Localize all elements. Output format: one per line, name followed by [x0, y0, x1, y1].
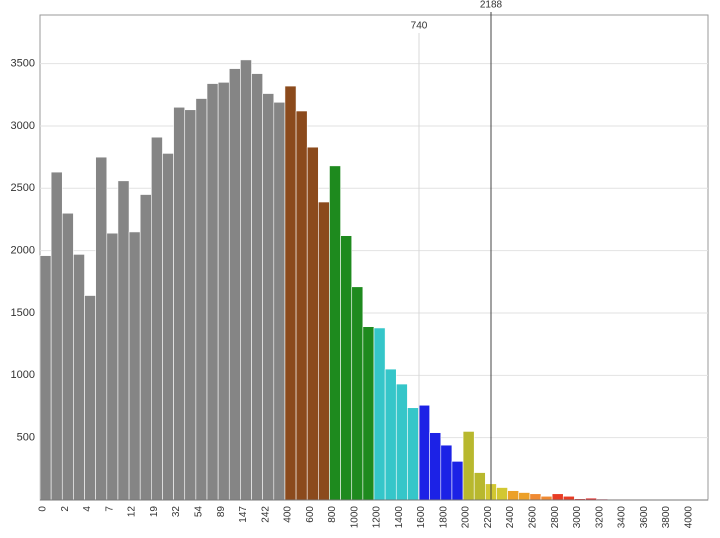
x-tick-label: 3000 — [572, 506, 583, 529]
x-tick-label: 1600 — [416, 506, 427, 529]
bar — [329, 165, 341, 501]
bar — [84, 295, 96, 501]
bar — [251, 73, 263, 501]
x-tick-label: 600 — [305, 506, 316, 523]
bar — [273, 101, 286, 501]
x-tick-label: 147 — [238, 506, 249, 523]
bar — [151, 136, 163, 501]
bar — [318, 201, 330, 501]
bar — [562, 495, 575, 501]
bar — [407, 407, 419, 501]
x-tick-label: 19 — [149, 506, 160, 518]
bar — [451, 461, 464, 501]
bar — [50, 171, 63, 501]
x-tick-label: 242 — [260, 506, 271, 523]
x-tick-label: 1400 — [394, 506, 405, 529]
y-tick-label: 3000 — [11, 120, 35, 132]
annotation-label: 740 — [411, 21, 428, 32]
y-tick-label: 2000 — [11, 245, 35, 257]
x-tick-label: 3600 — [639, 506, 650, 529]
x-tick-label: 800 — [327, 506, 338, 523]
x-tick-label: 4 — [82, 506, 93, 512]
x-tick-label: 0 — [38, 506, 49, 512]
bar — [418, 404, 430, 501]
bar — [217, 82, 230, 501]
bar — [39, 255, 52, 501]
bar — [351, 286, 364, 501]
x-tick-label: 89 — [216, 506, 227, 518]
bar — [340, 235, 353, 501]
x-tick-label: 1800 — [438, 506, 449, 529]
x-tick-label: 2200 — [483, 506, 494, 529]
bar — [373, 327, 386, 501]
bar — [195, 98, 208, 501]
x-tick-label: 2 — [60, 506, 71, 512]
x-tick-label: 3800 — [661, 506, 672, 529]
bar — [228, 68, 241, 501]
y-tick-label: 1000 — [11, 369, 35, 381]
bar — [462, 431, 475, 501]
bar — [518, 492, 531, 501]
bar — [173, 106, 186, 501]
bar — [473, 472, 486, 501]
x-tick-label: 4000 — [683, 506, 694, 529]
x-tick-label: 32 — [171, 506, 182, 518]
x-tick-label: 3400 — [617, 506, 628, 529]
x-tick-label: 1000 — [349, 506, 360, 529]
bar — [496, 487, 508, 501]
x-tick-label: 2800 — [550, 506, 561, 529]
x-tick-label: 12 — [127, 506, 138, 518]
bar — [106, 232, 119, 501]
bar — [507, 490, 520, 501]
bar — [529, 493, 542, 501]
x-tick-label: 2000 — [461, 506, 472, 529]
bar — [262, 93, 275, 501]
bar — [551, 493, 564, 501]
bar — [95, 156, 108, 501]
x-tick-label: 400 — [283, 506, 294, 523]
x-tick-label: 7 — [104, 506, 115, 512]
y-tick-label: 1500 — [11, 307, 35, 319]
bar — [128, 231, 141, 501]
bar — [384, 368, 397, 501]
bar — [206, 83, 219, 501]
bar — [429, 432, 442, 501]
bar — [540, 495, 553, 501]
bar — [162, 153, 174, 501]
y-tick-label: 2500 — [11, 182, 35, 194]
bar — [184, 109, 197, 501]
bar — [440, 444, 453, 501]
bar — [306, 146, 319, 501]
x-tick-label: 3200 — [594, 506, 605, 529]
bar — [284, 85, 297, 501]
bar — [295, 110, 308, 501]
bar — [395, 383, 408, 501]
bar — [73, 254, 85, 501]
x-tick-label: 54 — [194, 506, 205, 518]
bar — [117, 180, 130, 501]
bar — [139, 194, 152, 501]
bar — [61, 212, 74, 501]
bar — [240, 59, 252, 501]
bar — [362, 326, 375, 501]
x-tick-label: 2400 — [505, 506, 516, 529]
y-tick-label: 500 — [17, 432, 35, 444]
annotation-label: 2188 — [480, 0, 503, 11]
x-tick-label: 2600 — [528, 506, 539, 529]
y-tick-label: 3500 — [11, 58, 35, 70]
x-tick-label: 1200 — [372, 506, 383, 529]
